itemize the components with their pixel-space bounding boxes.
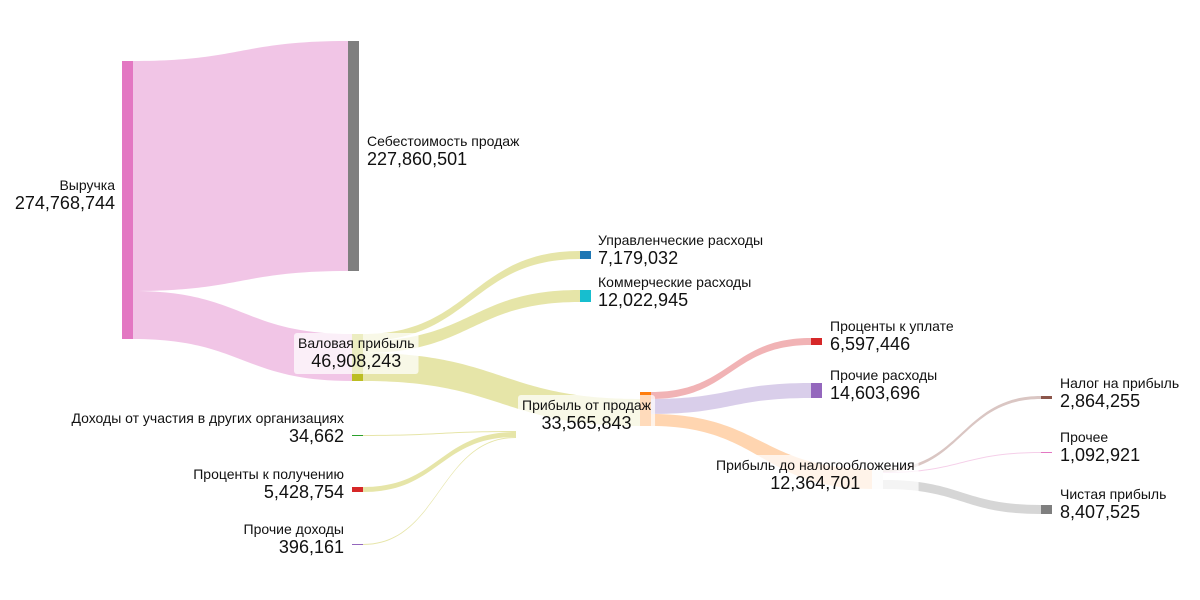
node-othinc [352, 544, 363, 545]
node-value-part: 34,662 [289, 426, 344, 446]
node-value-op: 33,565,843 [541, 413, 631, 433]
node-value-tax: 2,864,255 [1060, 391, 1140, 411]
node-name-gross: Валовая прибыль [298, 335, 415, 351]
link-revenue-cogs [133, 41, 348, 291]
node-name-revenue: Выручка [59, 177, 115, 193]
label-group-part: Доходы от участия в других организациях3… [71, 410, 344, 446]
node-value-intpay: 6,597,446 [830, 334, 910, 354]
node-value-cogs: 227,860,501 [367, 149, 467, 169]
link-pretax-net [883, 480, 1041, 514]
link-intrec-op [363, 432, 516, 492]
node-value-net: 8,407,525 [1060, 502, 1140, 522]
node-selling [580, 290, 591, 302]
node-value-intrec: 5,428,754 [264, 482, 344, 502]
node-other [1041, 452, 1052, 453]
link-op-intpay [651, 338, 811, 399]
node-name-part: Доходы от участия в других организациях [71, 410, 344, 426]
node-name-selling: Коммерческие расходы [598, 274, 751, 290]
node-name-intrec: Проценты к получению [193, 466, 344, 482]
node-revenue [122, 61, 133, 339]
node-value-admin: 7,179,032 [598, 248, 678, 268]
node-name-other: Прочее [1060, 429, 1108, 445]
label-bg-gross [294, 333, 419, 374]
link-pretax-other [883, 452, 1041, 473]
node-name-net: Чистая прибыль [1060, 486, 1166, 502]
node-part [352, 435, 363, 436]
link-othinc-op [363, 437, 516, 545]
node-name-cogs: Себестоимость продаж [367, 133, 520, 149]
node-value-selling: 12,022,945 [598, 290, 688, 310]
node-intpay [811, 338, 822, 345]
node-value-pretax: 12,364,701 [770, 473, 860, 493]
link-op-othexp [651, 383, 811, 414]
node-tax [1041, 396, 1052, 399]
link-pretax-tax [883, 396, 1041, 472]
link-gross-admin [363, 251, 580, 341]
node-name-othexp: Прочие расходы [830, 367, 937, 383]
node-value-other: 1,092,921 [1060, 445, 1140, 465]
node-name-intpay: Проценты к уплате [830, 318, 954, 334]
node-name-othinc: Прочие доходы [244, 521, 344, 537]
node-name-tax: Налог на прибыль [1060, 375, 1179, 391]
node-value-revenue: 274,768,744 [15, 193, 115, 213]
link-part-op [363, 431, 516, 436]
node-value-othexp: 14,603,696 [830, 383, 920, 403]
node-name-op: Прибыль от продаж [522, 397, 652, 413]
node-admin [580, 251, 591, 259]
node-cogs [348, 41, 359, 271]
node-othexp [811, 383, 822, 398]
node-net [1041, 505, 1052, 514]
node-name-admin: Управленческие расходы [598, 232, 763, 248]
node-value-othinc: 396,161 [279, 537, 344, 557]
label-bg-op [518, 395, 656, 436]
node-value-gross: 46,908,243 [311, 351, 401, 371]
node-intrec [352, 487, 363, 492]
node-name-pretax: Прибыль до налогообложения [716, 457, 915, 473]
label-bg-pretax [712, 455, 919, 496]
